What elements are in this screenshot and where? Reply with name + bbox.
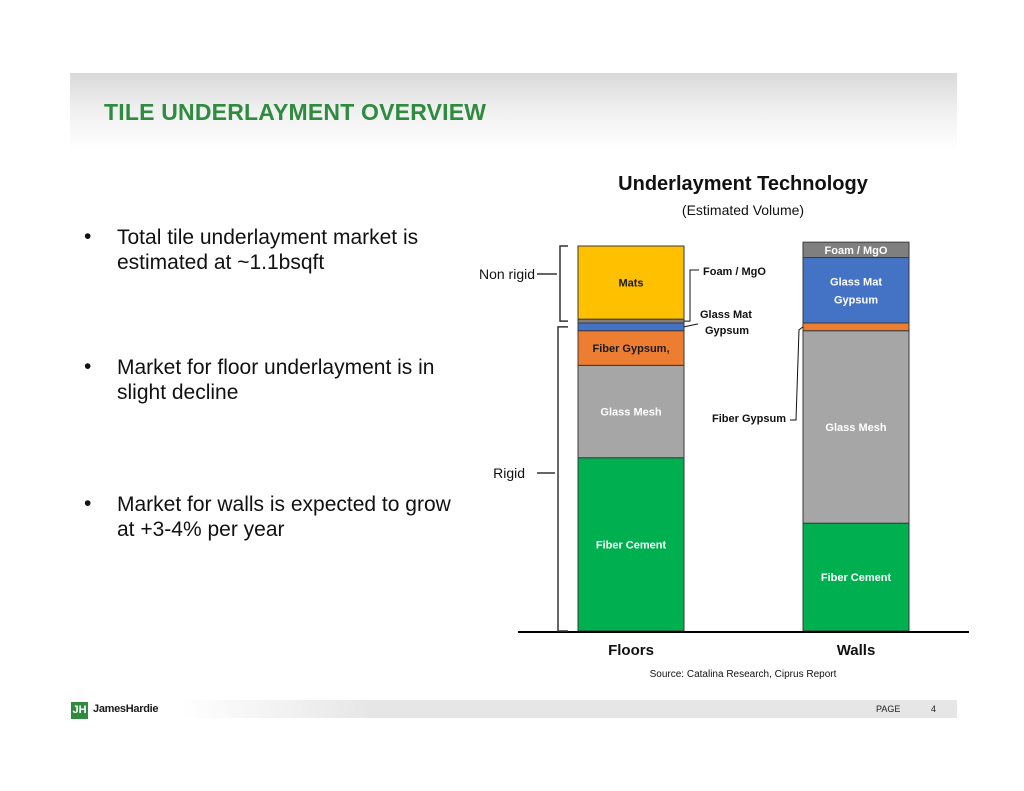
bullet-text: Market for walls is expected to grow at … xyxy=(117,493,451,541)
slide-title: TILE UNDERLAYMENT OVERVIEW xyxy=(104,99,487,125)
bar-segment xyxy=(577,457,685,632)
segment-label: Gypsum xyxy=(834,294,878,306)
bracket-nonrigid xyxy=(559,245,568,322)
bullet-item: • Market for floor underlayment is in sl… xyxy=(84,355,464,405)
chart-title: Underlayment Technology xyxy=(618,173,869,195)
callout-line xyxy=(683,323,699,328)
segment-label: Mats xyxy=(618,278,643,290)
bar-segment xyxy=(577,364,685,459)
group-label: Non rigid xyxy=(479,266,535,282)
bar-segment xyxy=(577,322,685,332)
segment-label: Fiber Cement xyxy=(821,572,892,584)
bar-segment xyxy=(577,318,685,324)
bracket-rigid xyxy=(557,326,568,632)
segment-label: Foam / MgO xyxy=(825,245,888,257)
bullet-item: • Total tile underlayment market is esti… xyxy=(84,225,464,275)
bar-segment xyxy=(577,245,685,320)
bullet-text: Total tile underlayment market is estima… xyxy=(117,226,419,274)
bullet-marker: • xyxy=(84,355,92,378)
header-band xyxy=(70,73,957,151)
bar-segment xyxy=(577,330,685,366)
page-label: PAGE xyxy=(876,704,901,714)
segment-label: Fiber Gypsum, xyxy=(592,343,669,355)
segment-label: Glass Mesh xyxy=(825,422,886,434)
bar-segment xyxy=(802,522,910,632)
bar-segment xyxy=(802,322,910,332)
bar-segment xyxy=(802,241,910,259)
bullet-marker: • xyxy=(84,225,92,248)
footer-band xyxy=(180,700,957,718)
x-tick-label: Walls xyxy=(837,642,876,659)
bullet-item: • Market for walls is expected to grow a… xyxy=(84,492,464,542)
logo-icon: JH xyxy=(71,702,88,719)
chart-subtitle: (Estimated Volume) xyxy=(682,202,804,218)
bullet-text: Market for floor underlayment is in slig… xyxy=(117,356,435,404)
page-number: 4 xyxy=(931,704,937,714)
callout-line xyxy=(684,269,699,322)
callout-label: Foam / MgO xyxy=(703,266,766,278)
logo-text: JamesHardie xyxy=(93,703,159,715)
bar-segment xyxy=(802,257,910,324)
segment-label: Fiber Cement xyxy=(596,539,667,551)
group-label: Rigid xyxy=(493,465,525,481)
bar-segment xyxy=(802,330,910,524)
callout-label: Glass Mat xyxy=(700,309,752,321)
chart-source: Source: Catalina Research, Ciprus Report xyxy=(650,669,837,680)
x-tick-label: Floors xyxy=(608,642,654,659)
callout-line xyxy=(790,326,804,421)
segment-label: Glass Mesh xyxy=(600,407,661,419)
callout-label: Gypsum xyxy=(705,325,749,337)
segment-label: Glass Mat xyxy=(830,276,882,288)
callout-label: Fiber Gypsum xyxy=(712,413,786,425)
bullet-marker: • xyxy=(84,492,92,515)
